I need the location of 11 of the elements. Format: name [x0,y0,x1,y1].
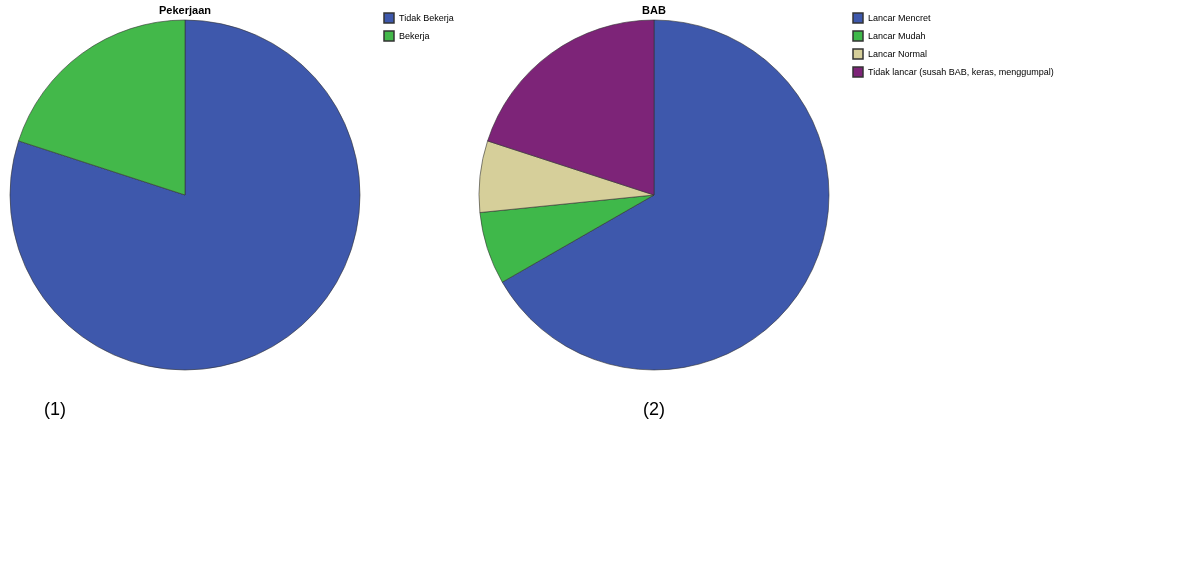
legend-label: Lancar Mudah [868,31,926,41]
legend-label: Lancar Normal [868,49,928,59]
legend-label: Tidak Bekerja [399,13,454,23]
pie-slice [9,19,361,371]
text: (1) [44,399,66,419]
text: (2) [643,399,665,419]
legend-label: Lancar Mencret [868,13,932,23]
chart-title: BAB [642,4,666,16]
legend-label: Tidak lancar (susah BAB, keras, menggumpal) [868,67,1054,77]
legend-label: Bekerja [399,31,430,41]
chart-title: Pekerjaan [159,4,212,16]
